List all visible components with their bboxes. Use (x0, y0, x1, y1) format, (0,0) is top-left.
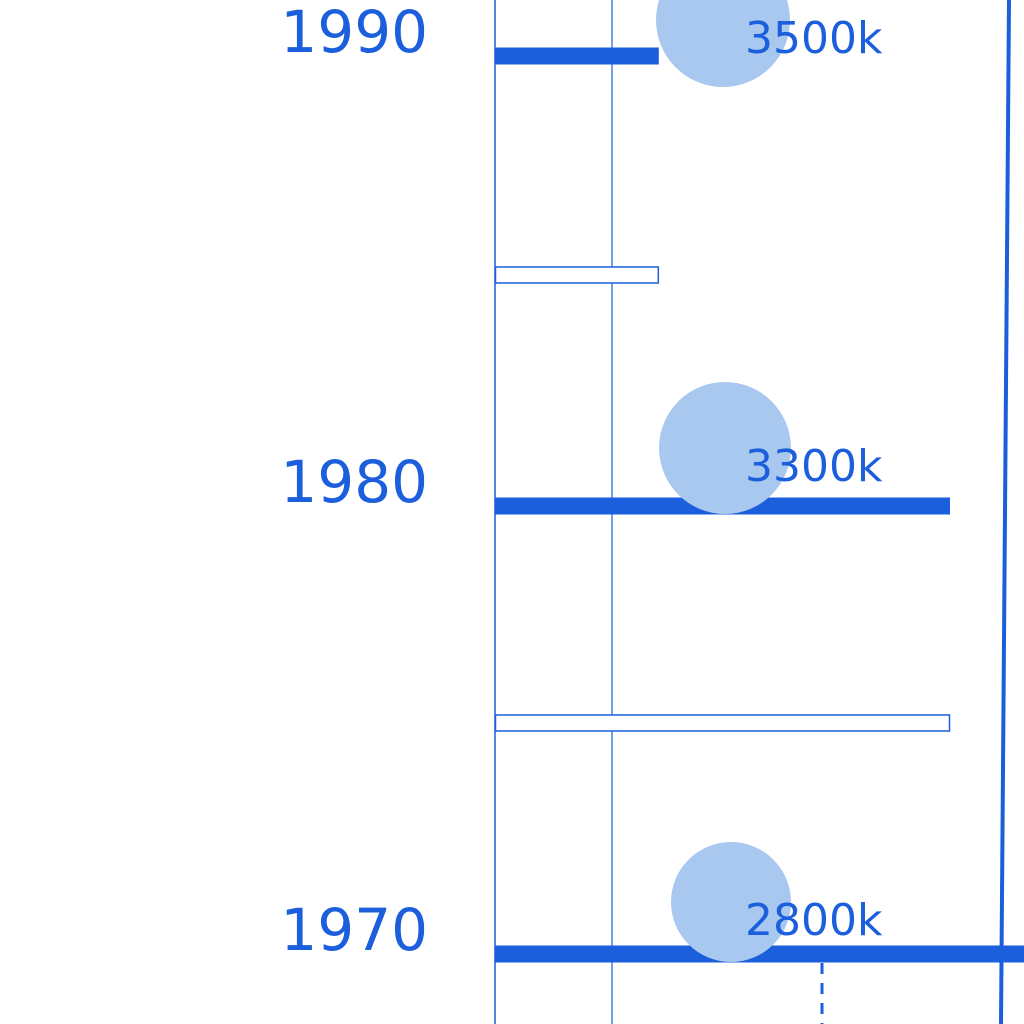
bars (494, 47, 1024, 963)
tick-label-1970: 1970 (280, 896, 428, 964)
bubble-1990 (656, 0, 790, 87)
tick-label-1990: 1990 (280, 0, 428, 66)
data-label-1980: 3300k (745, 441, 883, 492)
tick-labels: 1990 1980 1970 (280, 0, 428, 964)
data-label-1990: 3500k (745, 13, 883, 64)
data-label-1970: 2800k (745, 895, 883, 946)
bar-1990 (495, 47, 659, 65)
bubble-1970 (671, 842, 791, 962)
tick-label-1980: 1980 (280, 448, 428, 516)
bubble-1980 (659, 382, 791, 514)
outline-bar-1990 (494, 266, 660, 284)
bubbles (656, 0, 791, 962)
outline-bar-1980 (494, 714, 951, 732)
reference-line (999, 0, 1011, 1024)
data-labels: 3500k 3300k 2800k (745, 13, 883, 946)
